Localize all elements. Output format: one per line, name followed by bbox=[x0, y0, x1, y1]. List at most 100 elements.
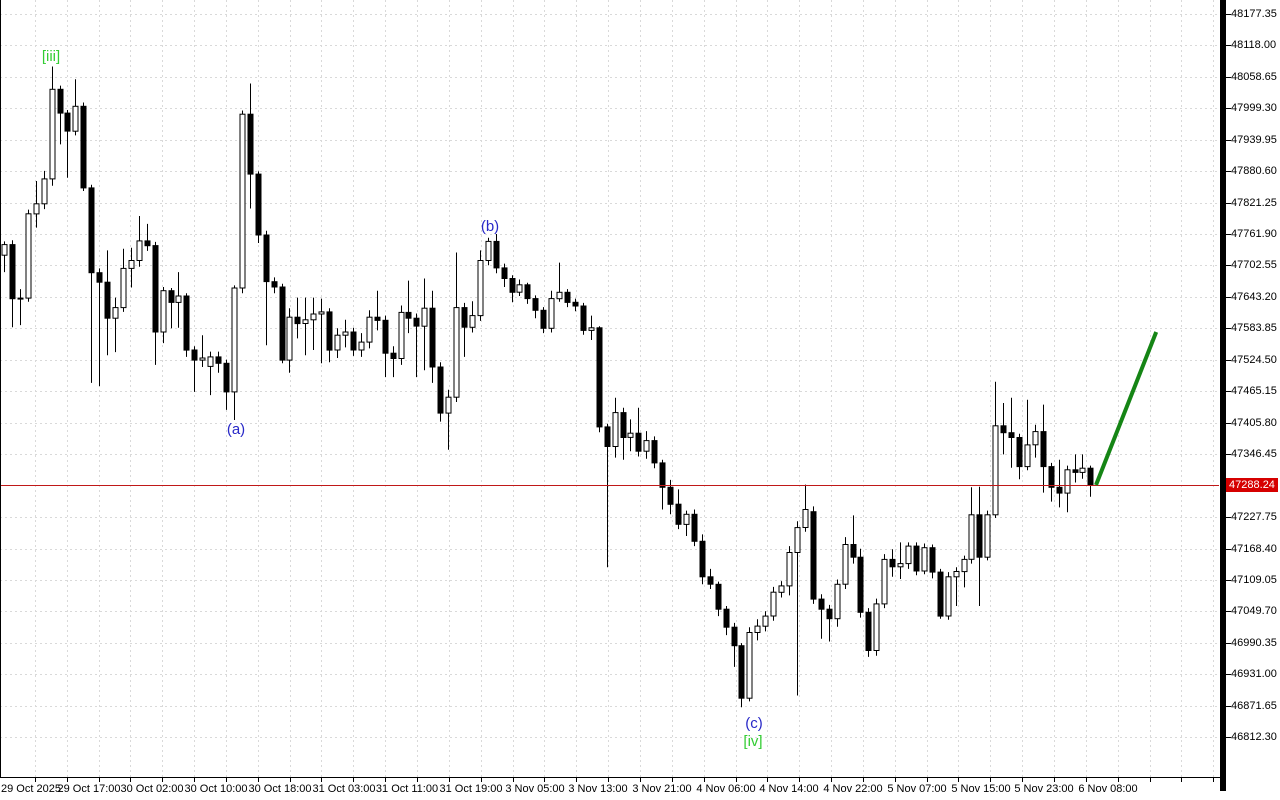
candle-bull bbox=[643, 440, 650, 452]
candle-bull bbox=[802, 509, 809, 528]
candle-bear bbox=[699, 540, 706, 578]
time-axis-label: 31 Oct 03:00 bbox=[312, 783, 376, 795]
time-axis-tick bbox=[576, 778, 577, 782]
price-axis-tick bbox=[1226, 297, 1231, 298]
time-axis-label: 31 Oct 11:00 bbox=[375, 783, 439, 795]
candle-bear bbox=[215, 356, 222, 364]
price-axis-label: 47465.15 bbox=[1231, 385, 1277, 397]
candle-bull bbox=[358, 341, 365, 351]
candle-bear bbox=[350, 331, 357, 351]
time-axis-label: 30 Oct 18:00 bbox=[248, 783, 312, 795]
candle-bull bbox=[834, 583, 841, 620]
wave-label-b[interactable]: (b) bbox=[480, 218, 500, 235]
time-axis-tick bbox=[258, 778, 259, 782]
price-axis-tick bbox=[1226, 674, 1231, 675]
current-price-tag[interactable]: 47288.24 bbox=[1226, 478, 1278, 492]
candle-bear bbox=[659, 462, 666, 488]
candle-bull bbox=[199, 357, 206, 361]
candle-bull bbox=[770, 591, 777, 617]
time-axis-label: 29 Oct 17:00 bbox=[57, 783, 121, 795]
candle-bear bbox=[1087, 467, 1094, 486]
price-axis-label: 46990.35 bbox=[1231, 637, 1277, 649]
wave-label-iv[interactable]: [iv] bbox=[743, 733, 763, 750]
candle-bull bbox=[516, 284, 523, 293]
candle-bear bbox=[913, 545, 920, 572]
price-axis-tick bbox=[1226, 423, 1231, 424]
candle-bear bbox=[294, 316, 301, 325]
candle-bear bbox=[1056, 486, 1063, 494]
time-axis-tick bbox=[99, 778, 100, 782]
candle-bull bbox=[112, 307, 119, 319]
candle-bull bbox=[318, 311, 325, 315]
candle-bear bbox=[247, 113, 254, 175]
candle-bull bbox=[873, 603, 880, 652]
candle-bull bbox=[49, 88, 56, 180]
time-axis-label: 31 Oct 19:00 bbox=[439, 783, 503, 795]
price-axis-tick bbox=[1226, 171, 1231, 172]
candle-bear bbox=[255, 173, 262, 236]
candle-bull bbox=[762, 615, 769, 627]
wave-label-iii[interactable]: [iii] bbox=[41, 48, 61, 65]
price-axis-tick bbox=[1226, 517, 1231, 518]
candle-bear bbox=[9, 244, 16, 300]
candle-bear bbox=[604, 426, 611, 447]
candle-bull bbox=[548, 298, 555, 329]
candle-bull bbox=[627, 432, 634, 438]
candle-bear bbox=[88, 187, 95, 274]
price-axis-tick bbox=[1226, 454, 1231, 455]
projection-trend-line[interactable] bbox=[1094, 331, 1159, 486]
time-axis-label: 3 Nov 13:00 bbox=[568, 783, 628, 795]
candle-bear bbox=[1040, 431, 1047, 468]
time-axis-tick bbox=[544, 778, 545, 782]
price-axis-tick bbox=[1226, 643, 1231, 644]
candle-bear bbox=[461, 307, 468, 328]
candle-bull bbox=[72, 105, 79, 132]
time-axis-label: 4 Nov 14:00 bbox=[759, 783, 819, 795]
candle-bear bbox=[818, 598, 825, 610]
candle-bear bbox=[1072, 469, 1079, 473]
time-axis-label: 30 Oct 02:00 bbox=[120, 783, 184, 795]
candle-bear bbox=[405, 311, 412, 319]
time-axis-label: 5 Nov 07:00 bbox=[887, 783, 947, 795]
price-axis-label: 47583.85 bbox=[1231, 322, 1277, 334]
candle-bull bbox=[754, 625, 761, 633]
price-axis-label: 47346.45 bbox=[1231, 448, 1277, 460]
candle-bear bbox=[691, 513, 698, 542]
candle-bear bbox=[429, 307, 436, 368]
price-axis-tick bbox=[1226, 140, 1231, 141]
chart-left-border bbox=[0, 0, 1, 778]
candle-bull bbox=[136, 240, 143, 261]
candle-bull bbox=[239, 113, 246, 289]
candle-bear bbox=[850, 544, 857, 558]
price-axis-tick bbox=[1226, 328, 1231, 329]
price-axis-tick bbox=[1226, 391, 1231, 392]
candle-bear bbox=[382, 319, 389, 354]
candle-bull bbox=[17, 297, 24, 300]
candle-bull bbox=[612, 412, 619, 448]
price-axis-label: 46931.00 bbox=[1231, 668, 1277, 680]
candle-bear bbox=[675, 503, 682, 525]
price-axis-label: 47643.20 bbox=[1231, 291, 1277, 303]
price-axis-label: 47405.80 bbox=[1231, 417, 1277, 429]
candle-bear bbox=[80, 105, 87, 189]
time-axis-tick bbox=[513, 778, 514, 782]
price-axis-label: 47999.30 bbox=[1231, 102, 1277, 114]
price-axis-tick bbox=[1226, 580, 1231, 581]
wave-label-c[interactable]: (c) bbox=[745, 715, 763, 732]
candle-bull bbox=[786, 552, 793, 587]
time-axis-tick bbox=[1118, 778, 1119, 782]
time-axis-tick bbox=[226, 778, 227, 782]
time-axis-tick bbox=[958, 778, 959, 782]
candle-bear bbox=[191, 349, 198, 361]
candle-bull bbox=[897, 563, 904, 568]
candle-bull bbox=[302, 319, 309, 324]
price-axis-bar bbox=[1220, 0, 1226, 791]
candle-bull bbox=[445, 396, 452, 414]
candle-bear bbox=[279, 286, 286, 361]
candle-bull bbox=[1032, 431, 1039, 446]
candle-bear bbox=[810, 511, 817, 600]
time-axis-label: 4 Nov 06:00 bbox=[696, 783, 756, 795]
wave-label-a[interactable]: (a) bbox=[226, 421, 246, 438]
